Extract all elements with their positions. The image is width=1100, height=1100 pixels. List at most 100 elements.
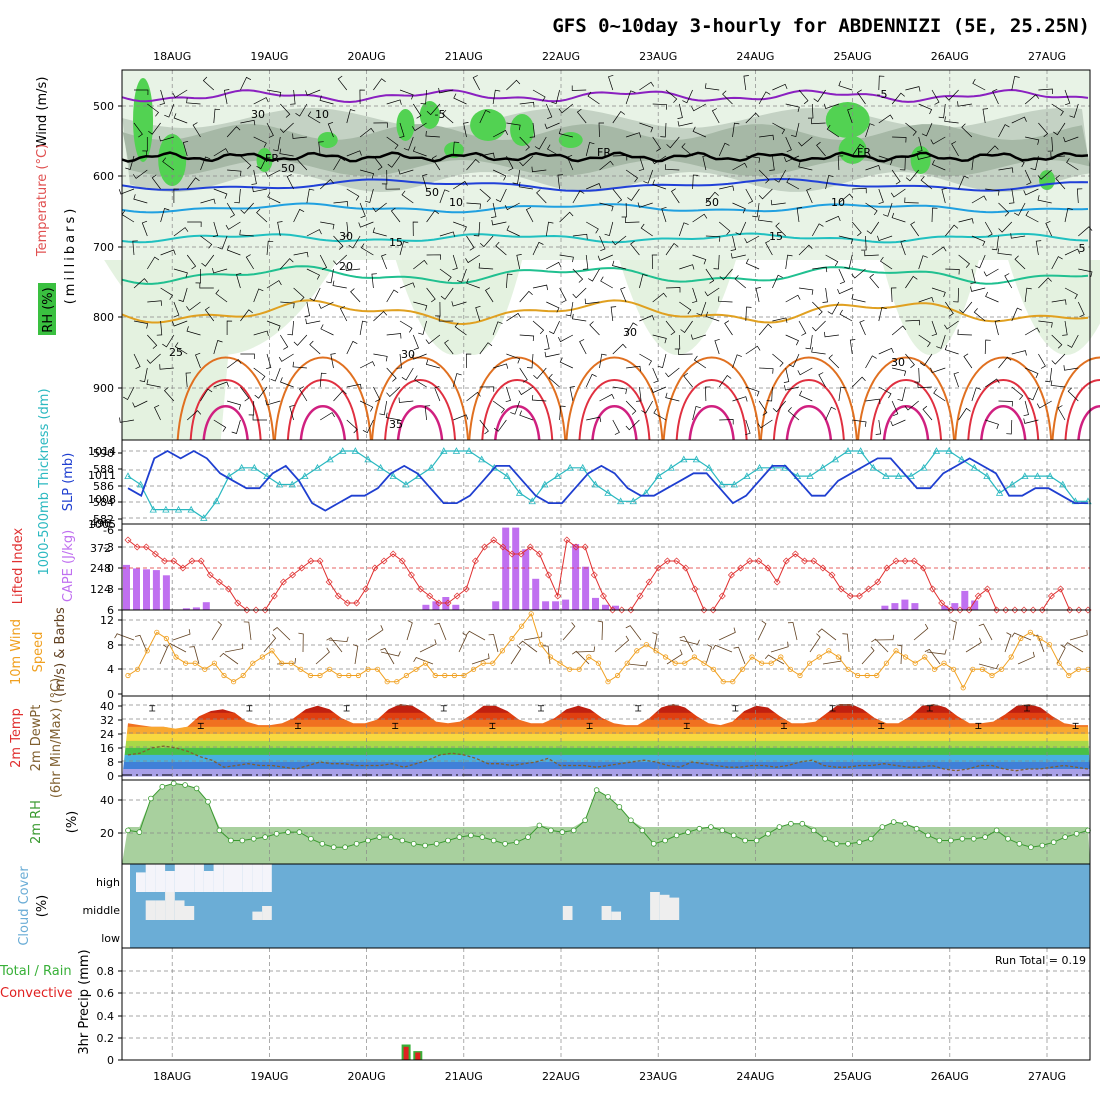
upper-wind-barb <box>240 309 253 322</box>
rh-point <box>765 830 771 837</box>
lifted-index-point <box>773 578 781 586</box>
upper-wind-barb <box>1051 103 1064 116</box>
upper-wind-barb <box>202 76 215 91</box>
upper-wind-barb <box>931 246 947 256</box>
upper-wind-barb <box>822 287 828 303</box>
rh-shading-bright <box>825 102 870 138</box>
upper-wind-barb <box>381 253 388 270</box>
wind-barb <box>625 625 642 641</box>
cape-bar <box>901 599 909 610</box>
upper-wind-barb <box>880 256 893 270</box>
upper-wind-barb <box>304 301 311 317</box>
contour-label: 10 <box>315 108 329 121</box>
upper-wind-barb <box>745 112 760 124</box>
upper-wind-barb <box>292 361 307 369</box>
upper-wind-barb <box>825 254 839 267</box>
upper-wind-barb <box>626 365 641 372</box>
cloud-middle-bar <box>184 906 195 920</box>
upper-wind-barb <box>160 287 173 300</box>
upper-wind-barb <box>559 405 566 421</box>
y-tick-label: 372 <box>90 542 111 555</box>
rh-point <box>936 837 943 844</box>
lifted-index-point <box>161 557 169 565</box>
upper-wind-barb <box>936 334 946 349</box>
upper-wind-barb <box>811 223 824 237</box>
lifted-index-point <box>663 557 671 565</box>
upper-wind-barb <box>941 187 947 204</box>
temp-minmax-bar <box>829 705 836 712</box>
wind-barb <box>510 645 522 665</box>
upper-wind-barb <box>639 81 654 91</box>
rh-point <box>993 827 1000 834</box>
y-tick-label: 800 <box>93 311 114 324</box>
rh-point <box>639 827 646 834</box>
temp-band <box>122 719 1090 728</box>
upper-wind-barb <box>544 122 560 129</box>
y-tick-label: 1014 <box>88 445 116 458</box>
upper-wind-barb <box>213 340 223 355</box>
rh-shading-light <box>1008 260 1100 355</box>
upper-wind-barb <box>373 310 388 322</box>
cloud-high-bar <box>262 864 272 892</box>
upper-wind-barb <box>1011 155 1025 168</box>
upper-wind-barb <box>851 294 866 303</box>
upper-wind-barb <box>399 89 414 100</box>
wind-barb <box>924 648 941 665</box>
thickness-point <box>136 480 145 488</box>
cape-bar <box>941 605 949 610</box>
upper-wind-barb <box>479 419 489 435</box>
y-tick-label: 590 <box>93 447 114 460</box>
date-label-bottom: 24AUG <box>736 1070 774 1083</box>
upper-wind-barb <box>796 207 803 223</box>
upper-wind-barb <box>798 89 809 105</box>
upper-wind-barb <box>159 364 174 370</box>
wind-speed-point <box>470 666 477 672</box>
upper-wind-barb <box>125 155 135 170</box>
thickness-point <box>238 463 246 471</box>
upper-wind-barb <box>195 352 201 369</box>
wind-speed-point <box>576 666 582 672</box>
lifted-index-point <box>938 599 946 607</box>
rh-point <box>502 840 508 847</box>
upper-wind-barb <box>518 181 534 190</box>
upper-wind-barb <box>359 202 366 219</box>
upper-wind-barb <box>677 121 693 127</box>
upper-wind-barb <box>551 89 560 105</box>
wind-speed-point <box>912 660 918 666</box>
rh-point <box>616 804 623 810</box>
rh-point <box>319 840 326 847</box>
upper-wind-barb <box>1011 386 1024 400</box>
y-tick-label: -6 <box>103 524 114 537</box>
isotherm-minus5 <box>121 88 1089 104</box>
upper-wind-barb <box>373 78 386 91</box>
contour-label: 50 <box>425 186 439 199</box>
lifted-index-point <box>554 592 562 600</box>
rh-point <box>1039 842 1046 849</box>
upper-wind-barb <box>957 101 972 107</box>
upper-wind-barb <box>1066 158 1079 171</box>
y-tick-label: 40 <box>100 794 114 807</box>
wind-speed-point <box>509 635 515 642</box>
wind-barb <box>465 630 486 641</box>
upper-wind-barb <box>612 386 628 395</box>
upper-wind-barb <box>825 174 834 190</box>
upper-wind-barb <box>1024 169 1032 186</box>
isotherm-30 <box>371 356 470 441</box>
upper-wind-barb <box>506 273 513 289</box>
upper-wind-barb <box>755 287 761 303</box>
upper-wind-barb <box>162 334 175 348</box>
thickness-point <box>654 472 663 480</box>
temp-minmax-bar <box>975 722 982 729</box>
upper-wind-barb <box>412 334 419 351</box>
upper-wind-barb <box>847 107 853 124</box>
thickness-point <box>1059 480 1067 488</box>
upper-wind-barb <box>252 186 268 193</box>
ylabel-total-rain: Total / Rain <box>0 964 72 979</box>
upper-wind-barb <box>213 148 229 157</box>
upper-wind-barb <box>783 155 800 163</box>
rh-point <box>753 837 760 844</box>
upper-wind-barb <box>1035 240 1042 256</box>
upper-wind-barb <box>625 217 640 223</box>
upper-wind-barb <box>958 175 969 190</box>
thickness-point <box>856 447 865 454</box>
